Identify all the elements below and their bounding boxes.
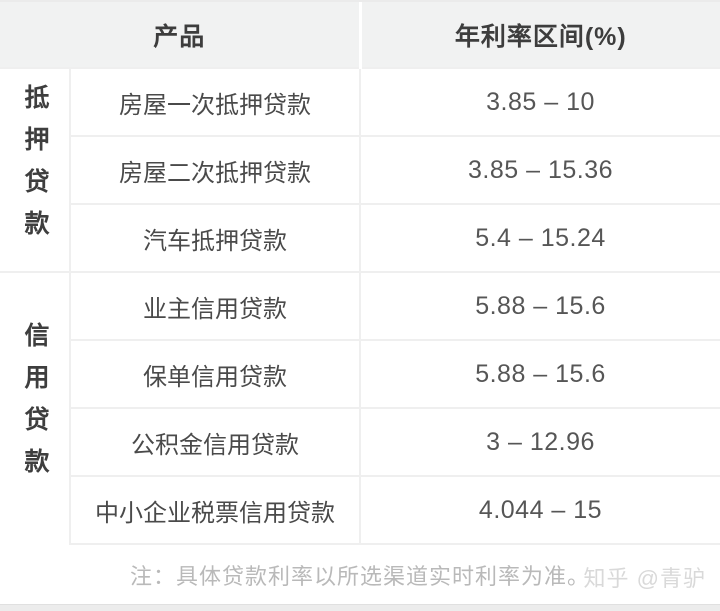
table-row: 信用贷款 业主信用贷款 5.88 – 15.6	[0, 271, 720, 544]
table-row: 中小企业税票信用贷款 4.044 – 15	[0, 475, 720, 545]
table-row: 公积金信用贷款 3 – 12.96	[0, 407, 720, 476]
rate-range: 4.044 – 15	[360, 475, 720, 545]
header-row: 产品 年利率区间(%)	[0, 2, 720, 68]
rate-range: 5.88 – 15.6	[360, 271, 720, 340]
product-name: 保单信用贷款	[70, 339, 362, 408]
group-label-mortgage-loans: 抵押贷款	[21, 83, 49, 252]
zhihu-watermark: 知乎 @青驴	[583, 565, 706, 591]
product-name: 业主信用贷款	[70, 271, 362, 340]
rate-range: 3.85 – 10	[360, 67, 720, 136]
rate-range: 3 – 12.96	[360, 407, 720, 476]
group-cell-credit-loans: 信用贷款	[0, 271, 71, 544]
rate-range: 3.85 – 15.36	[360, 135, 720, 204]
loan-rates-table: 产品 年利率区间(%) 抵押贷款 房屋一次抵押贷款 3.85 – 10 房屋二次…	[0, 2, 720, 545]
group-cell-mortgage-loans: 抵押贷款	[0, 67, 71, 272]
group-label-credit-loans: 信用贷款	[21, 322, 49, 490]
column-header-product: 产品	[0, 2, 362, 68]
product-name: 中小企业税票信用贷款	[70, 475, 362, 545]
product-name: 房屋二次抵押贷款	[70, 135, 362, 204]
rate-range: 5.4 – 15.24	[360, 203, 720, 272]
product-name: 公积金信用贷款	[70, 407, 362, 476]
bottom-edge-strip	[0, 604, 720, 611]
table-row: 保单信用贷款 5.88 – 15.6	[0, 339, 720, 408]
column-header-rate: 年利率区间(%)	[360, 2, 720, 68]
table-row: 抵押贷款 房屋一次抵押贷款 3.85 – 10	[0, 67, 720, 272]
footnote-area: 注：具体贷款利率以所选渠道实时利率为准。 知乎 @青驴	[0, 545, 720, 604]
footnote-text: 注：具体贷款利率以所选渠道实时利率为准。	[129, 563, 590, 589]
table-row: 汽车抵押贷款 5.4 – 15.24	[0, 203, 720, 272]
product-name: 汽车抵押贷款	[70, 203, 362, 272]
table-row: 房屋二次抵押贷款 3.85 – 15.36	[0, 135, 720, 204]
rate-range: 5.88 – 15.6	[360, 339, 720, 408]
product-name: 房屋一次抵押贷款	[70, 67, 362, 136]
